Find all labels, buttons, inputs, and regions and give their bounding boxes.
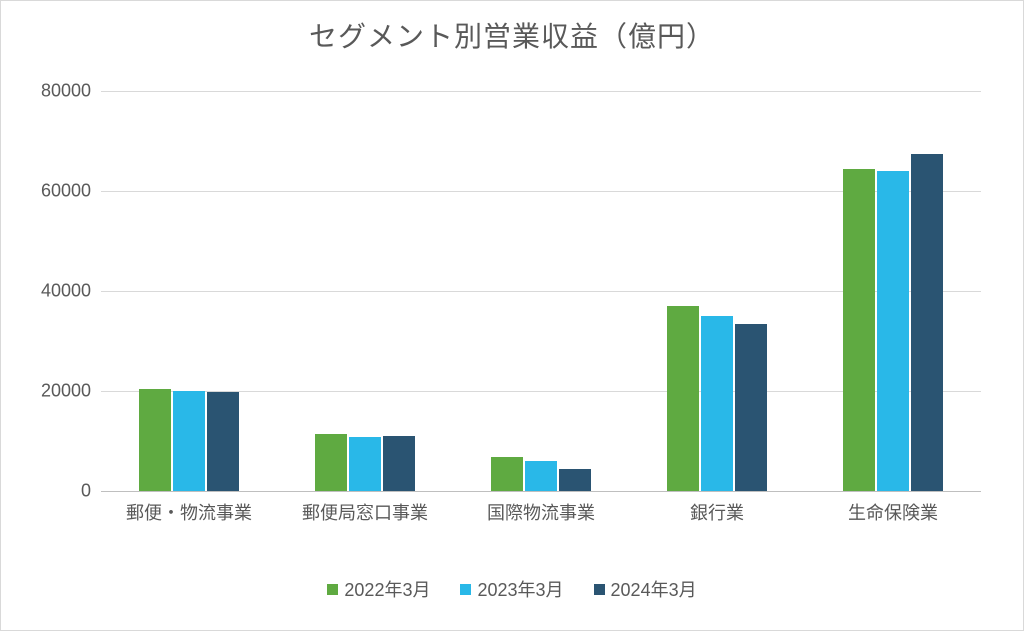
chart-frame: セグメント別営業収益（億円） 020000400006000080000 郵便・… (0, 0, 1024, 631)
y-tick-label: 80000 (41, 81, 101, 102)
chart-title: セグメント別営業収益（億円） (1, 15, 1023, 55)
legend-item: 2023年3月 (460, 576, 563, 602)
grid-line (101, 91, 981, 92)
legend-label: 2022年3月 (344, 576, 430, 602)
bar (139, 389, 171, 492)
x-tick-label: 銀行業 (629, 499, 805, 525)
legend-item: 2024年3月 (594, 576, 697, 602)
plot-area: 020000400006000080000 (101, 91, 981, 491)
x-tick-label: 郵便・物流事業 (101, 499, 277, 525)
legend-swatch (327, 584, 338, 595)
bar (315, 434, 347, 492)
y-tick-label: 60000 (41, 181, 101, 202)
legend-swatch (594, 584, 605, 595)
bar (349, 437, 381, 491)
y-tick-label: 40000 (41, 281, 101, 302)
legend-label: 2023年3月 (477, 576, 563, 602)
y-tick-label: 0 (81, 481, 101, 502)
bar (491, 457, 523, 492)
bar (877, 171, 909, 491)
bar (843, 169, 875, 492)
x-tick-label: 生命保険業 (805, 499, 981, 525)
x-tick-label: 郵便局窓口事業 (277, 499, 453, 525)
legend-label: 2024年3月 (611, 576, 697, 602)
x-axis-labels: 郵便・物流事業郵便局窓口事業国際物流事業銀行業生命保険業 (101, 499, 981, 529)
bar (525, 461, 557, 491)
legend-swatch (460, 584, 471, 595)
grid-line (101, 491, 981, 492)
legend: 2022年3月 2023年3月 2024年3月 (1, 576, 1023, 602)
bar (173, 391, 205, 491)
legend-item: 2022年3月 (327, 576, 430, 602)
bar (207, 392, 239, 491)
bar (383, 436, 415, 491)
y-tick-label: 20000 (41, 381, 101, 402)
bar (911, 154, 943, 492)
bar (701, 316, 733, 491)
bar (735, 324, 767, 492)
bar (559, 469, 591, 492)
bar (667, 306, 699, 491)
x-tick-label: 国際物流事業 (453, 499, 629, 525)
